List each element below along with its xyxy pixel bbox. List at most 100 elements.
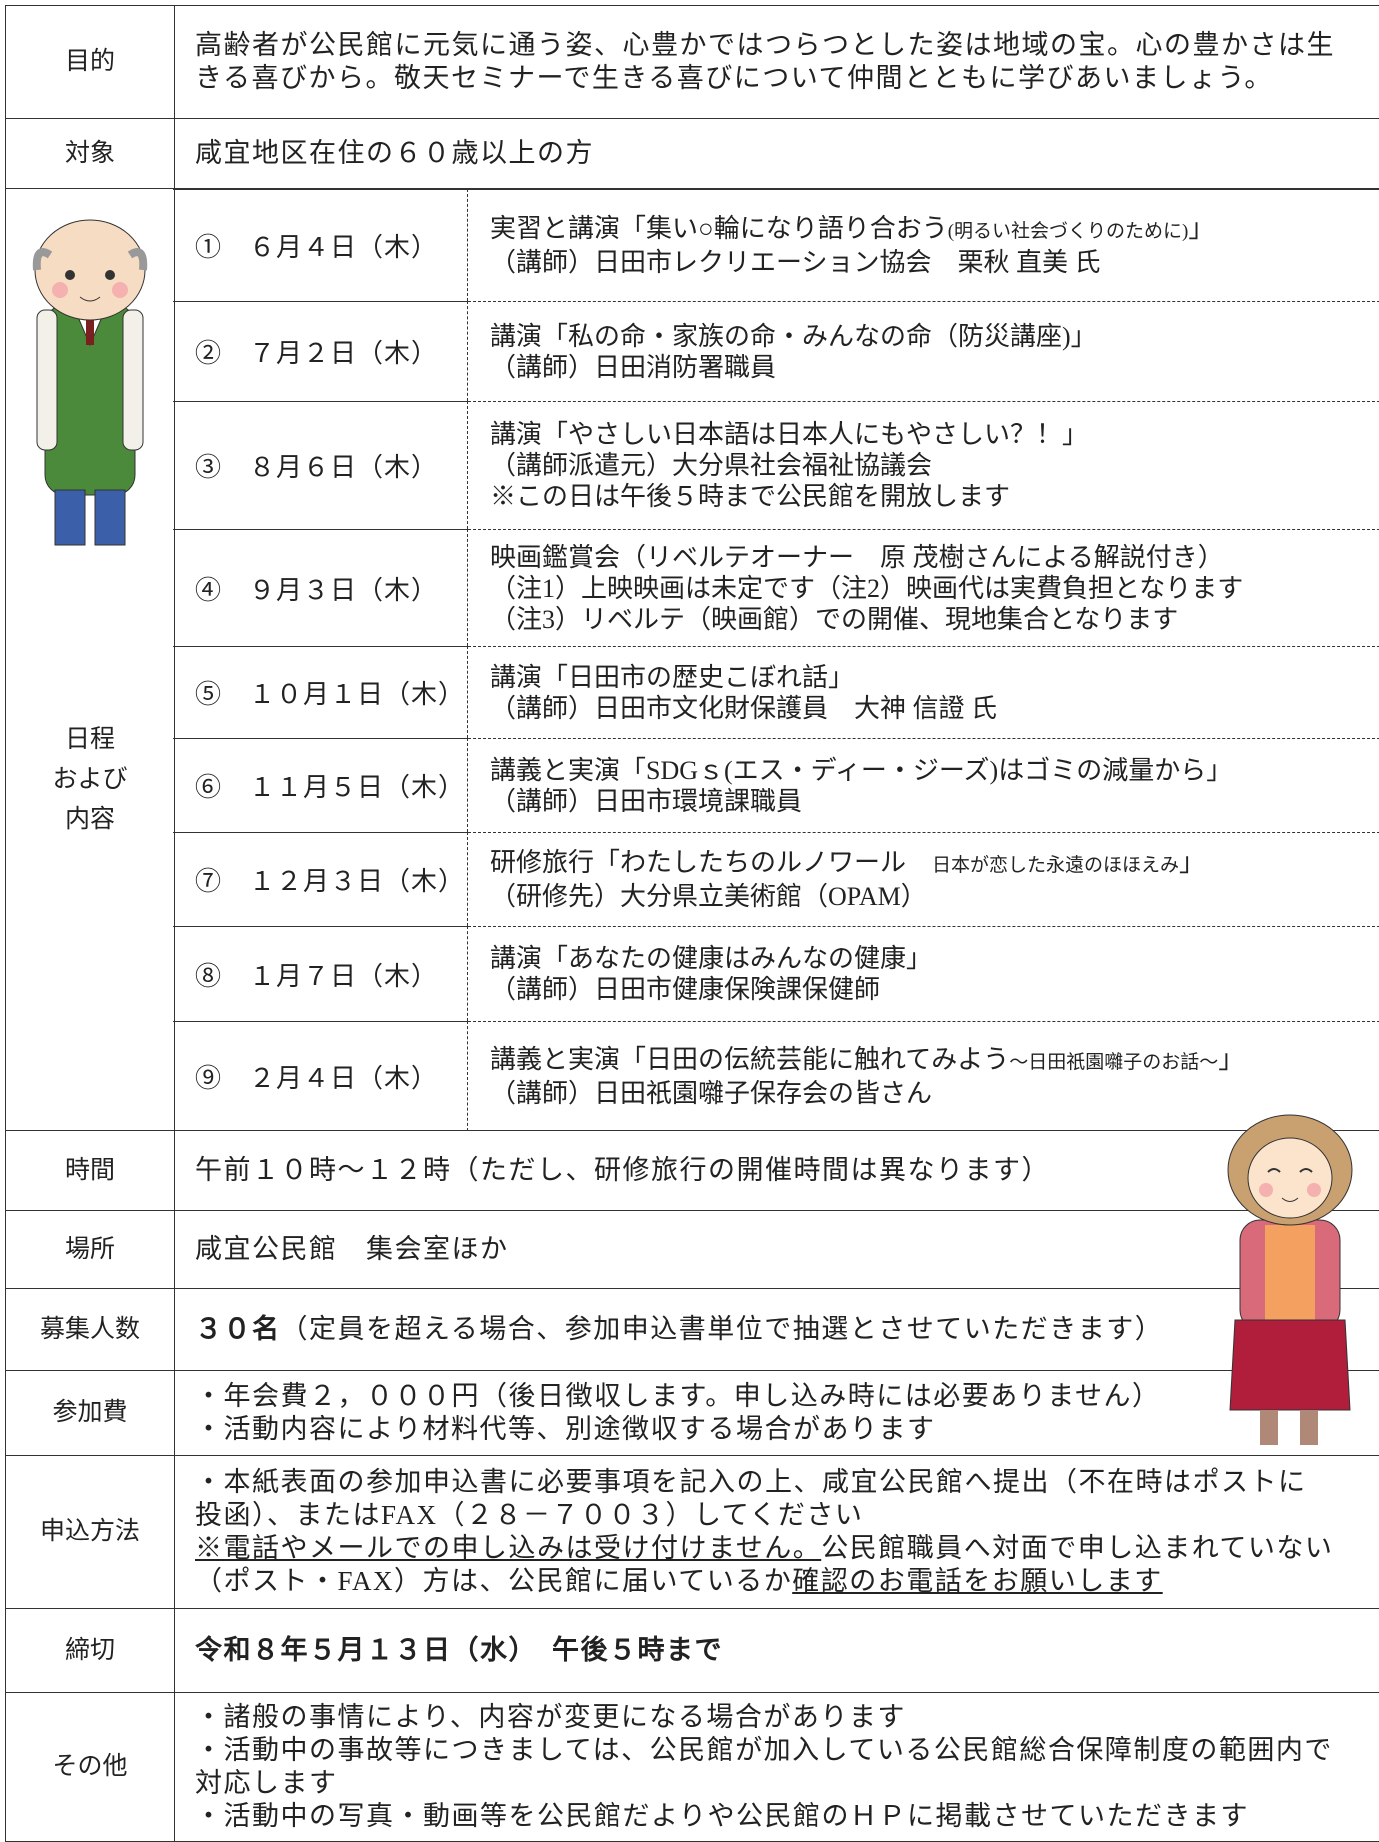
text-segment: （講師）日田市環境課職員	[490, 786, 803, 816]
table-row: 時間 午前１０時～１２時（ただし、研修旅行の開催時間は異なります）	[5, 1130, 1379, 1210]
text-segment: 講演「日田市の歴史こぼれ話」	[490, 662, 855, 692]
text-line: （研修先）大分県立美術館（OPAM）	[490, 881, 1379, 912]
schedule-date: ③ ８月６日（木）	[173, 401, 468, 529]
text-segment: 」	[1218, 1045, 1245, 1074]
schedule-date: ⑥ １１月５日（木）	[173, 738, 468, 832]
text-segment: 」	[1188, 214, 1215, 243]
schedule-item: ⑧ １月７日（木） 講演「あなたの健康はみんなの健康」 （講師）日田市健康保険課保健…	[173, 926, 1379, 1021]
woman-illustration	[1227, 1114, 1353, 1445]
text-line: （講師）日田祇園囃子保存会の皆さん	[490, 1078, 1379, 1109]
text-line: 高齢者が公民館に元気に通う姿、心豊かではつらつとした姿は地域の宝。心の豊かさは生	[195, 30, 1335, 60]
label-text: 場所	[64, 1235, 115, 1263]
text-segment: ～日田祇園囃子のお話～	[1009, 1052, 1219, 1073]
row-label: 募集人数	[5, 1289, 175, 1370]
text-segment: 実習と講演「集い○輪になり語り合おう	[490, 214, 948, 243]
label-text: 時間	[64, 1156, 115, 1184]
label-text: および	[52, 765, 128, 793]
schedule-content: 講演「私の命・家族の命・みんなの命（防災講座)」 （講師）日田消防署職員	[468, 301, 1379, 401]
schedule-item: ④ ９月３日（木） 映画鑑賞会（リベルテオーナー 原 茂樹さんによる解説付き） （注…	[173, 529, 1379, 646]
date-text: ⑨ ２月４日（木）	[195, 1064, 439, 1093]
schedule-content: 研修旅行「わたしたちのルノワール 日本が恋した永遠のほほえみ」 （研修先）大分県立…	[468, 832, 1379, 926]
row-content: 咸宜地区在住の６０歳以上の方	[195, 119, 1379, 188]
row-label: 参加費	[5, 1371, 175, 1455]
text-segment: 講演「私の命・家族の命・みんなの命（防災講座)」	[490, 321, 1097, 351]
text-line: 映画鑑賞会（リベルテオーナー 原 茂樹さんによる解説付き）	[490, 542, 1379, 573]
text-line: （講師）日田市レクリエーション協会 栗秋 直美 氏	[490, 247, 1379, 278]
label-text: 参加費	[52, 1399, 128, 1426]
text-line: 講義と実演「SDGｓ(エス・ディー・ジーズ)はゴミの減量から」	[490, 755, 1379, 786]
text-segment: 映画鑑賞会（リベルテオーナー 原 茂樹さんによる解説付き）	[490, 542, 1224, 572]
text-line: 咸宜地区在住の６０歳以上の方	[195, 138, 594, 168]
row-content: 高齢者が公民館に元気に通う姿、心豊かではつらつとした姿は地域の宝。心の豊かさは生…	[195, 6, 1379, 118]
text-line: （講師）日田市文化財保護員 大神 信證 氏	[490, 693, 1379, 724]
text-segment: 確認のお電話をお願いします	[792, 1566, 1163, 1596]
schedule-date: ⑧ １月７日（木）	[173, 926, 468, 1021]
schedule-item: ② ７月２日（木） 講演「私の命・家族の命・みんなの命（防災講座)」 （講師）日田消…	[173, 301, 1379, 401]
label-text: 申込方法	[39, 1518, 140, 1545]
text-line: 午前１０時～１２時（ただし、研修旅行の開催時間は異なります）	[195, 1155, 1050, 1185]
table-row: 申込方法 ・本紙表面の参加申込書に必要事項を記入の上、咸宜公民館へ提出（不在時はポ…	[5, 1455, 1379, 1608]
row-label: 目的	[5, 6, 175, 118]
text-segment: 講義と実演「SDGｓ(エス・ディー・ジーズ)はゴミの減量から」	[490, 755, 1233, 785]
text-line: ・活動中の事故等につきましては、公民館が加入している公民館総合保障制度の範囲内で	[195, 1735, 1333, 1765]
text-segment: (明るい社会づくりのために)	[947, 221, 1189, 242]
text-segment: （注3）リベルテ（映画館）での開催、現地集合となります	[490, 604, 1179, 634]
schedule-content: 講演「あなたの健康はみんなの健康」 （講師）日田市健康保険課保健師	[468, 926, 1379, 1021]
label-text: 内容	[64, 805, 115, 833]
text-segment: （講師）日田市レクリエーション協会 栗秋 直美 氏	[490, 248, 1101, 277]
text-segment: （講師）日田市健康保険課保健師	[490, 975, 881, 1004]
text-segment: （研修先）大分県立美術館（OPAM）	[490, 882, 927, 911]
text-line: きる喜びから。敬天セミナーで生きる喜びについて仲間とともに学びあいましょう。	[195, 63, 1273, 93]
text-segment: （講師）日田祇園囃子保存会の皆さん	[490, 1079, 933, 1108]
schedule-label: 日程 および 内容	[5, 189, 175, 1130]
table-row: 目的 高齢者が公民館に元気に通う姿、心豊かではつらつとした姿は地域の宝。心の豊かさ…	[5, 5, 1379, 118]
text-line: ・本紙表面の参加申込書に必要事項を記入の上、咸宜公民館へ提出（不在時はポストに	[195, 1467, 1307, 1497]
row-label: その他	[5, 1693, 175, 1841]
text-line: 咸宜公民館 集会室ほか	[195, 1234, 509, 1264]
date-text: ② ７月２日（木）	[195, 339, 439, 368]
table-row: 締切 令和８年５月１３日（水） 午後５時まで	[5, 1608, 1379, 1692]
row-content: 午前１０時～１２時（ただし、研修旅行の開催時間は異なります）	[195, 1131, 1379, 1210]
label-text: 日程	[64, 725, 115, 753]
date-text: ④ ９月３日（木）	[195, 575, 439, 605]
label-text: 目的	[64, 48, 115, 75]
text-segment: 令和８年５月１３日（水） 午後５時まで	[195, 1635, 723, 1665]
schedule-row: 日程 および 内容 ① ６月４日（木） 実習と講演「集い○輪になり語り合おう(明るい社会…	[5, 188, 1379, 1131]
row-label: 対象	[5, 119, 175, 188]
schedule-content: 講義と実演「SDGｓ(エス・ディー・ジーズ)はゴミの減量から」 （講師）日田市環境…	[468, 738, 1379, 832]
schedule-content: 実習と講演「集い○輪になり語り合おう(明るい社会づくりのために)」 （講師）日田市…	[468, 189, 1379, 301]
text-line: 講演「私の命・家族の命・みんなの命（防災講座)」	[490, 321, 1379, 352]
row-label: 締切	[5, 1609, 175, 1692]
schedule-date: ① ６月４日（木）	[173, 189, 468, 301]
schedule-date: ⑨ ２月４日（木）	[173, 1021, 468, 1131]
schedule-item: ① ６月４日（木） 実習と講演「集い○輪になり語り合おう(明るい社会づくりのために…	[173, 189, 1379, 301]
schedule-item: ⑨ ２月４日（木） 講義と実演「日田の伝統芸能に触れてみよう～日田祇園囃子のお話～…	[173, 1021, 1379, 1131]
text-segment: 」	[1179, 848, 1206, 877]
row-content: ・年会費２，０００円（後日徴収します。申し込み時には必要ありません） ・活動内容に…	[195, 1371, 1379, 1455]
row-label: 時間	[5, 1131, 175, 1210]
text-line: 令和８年５月１３日（水） 午後５時まで	[195, 1634, 1379, 1667]
text-line: ・活動内容により材料代等、別途徴収する場合があります	[195, 1414, 936, 1444]
row-content: 令和８年５月１３日（水） 午後５時まで	[195, 1609, 1379, 1692]
table-row: 対象 咸宜地区在住の６０歳以上の方	[5, 118, 1379, 188]
table-row: 場所 咸宜公民館 集会室ほか	[5, 1210, 1379, 1288]
row-content: 咸宜公民館 集会室ほか	[195, 1211, 1379, 1288]
schedule-date: ⑤ １０月１日（木）	[173, 646, 468, 738]
label-text: 募集人数	[39, 1315, 140, 1343]
text-line: （講師）日田市環境課職員	[490, 786, 1379, 817]
text-segment: （注1）上映映画は未定です（注2）映画代は実費負担となります	[490, 573, 1244, 603]
text-segment: 講演「あなたの健康はみんなの健康」	[490, 944, 933, 973]
text-segment: （定員を超える場合、参加申込書単位で抽選とさせていただきます）	[280, 1314, 1164, 1344]
text-line: （講師）日田消防署職員	[490, 352, 1379, 383]
text-line: 研修旅行「わたしたちのルノワール 日本が恋した永遠のほほえみ」	[490, 847, 1379, 881]
text-line: 講義と実演「日田の伝統芸能に触れてみよう～日田祇園囃子のお話～」	[490, 1044, 1379, 1078]
text-line: ※電話やメールでの申し込みは受け付けません。公民館職員へ対面で申し込まれていない	[195, 1532, 1379, 1565]
text-line: 講演「あなたの健康はみんなの健康」	[490, 943, 1379, 974]
schedule-date: ② ７月２日（木）	[173, 301, 468, 401]
text-line: （講師）日田市健康保険課保健師	[490, 974, 1379, 1005]
text-segment: （講師）日田消防署職員	[490, 352, 777, 382]
text-line: （講師派遣元）大分県社会福祉協議会	[490, 450, 1379, 481]
text-segment: 公民館職員へ対面で申し込まれていない	[821, 1533, 1334, 1563]
text-line: （ポスト・FAX）方は、公民館に届いているか確認のお電話をお願いします	[195, 1565, 1379, 1598]
